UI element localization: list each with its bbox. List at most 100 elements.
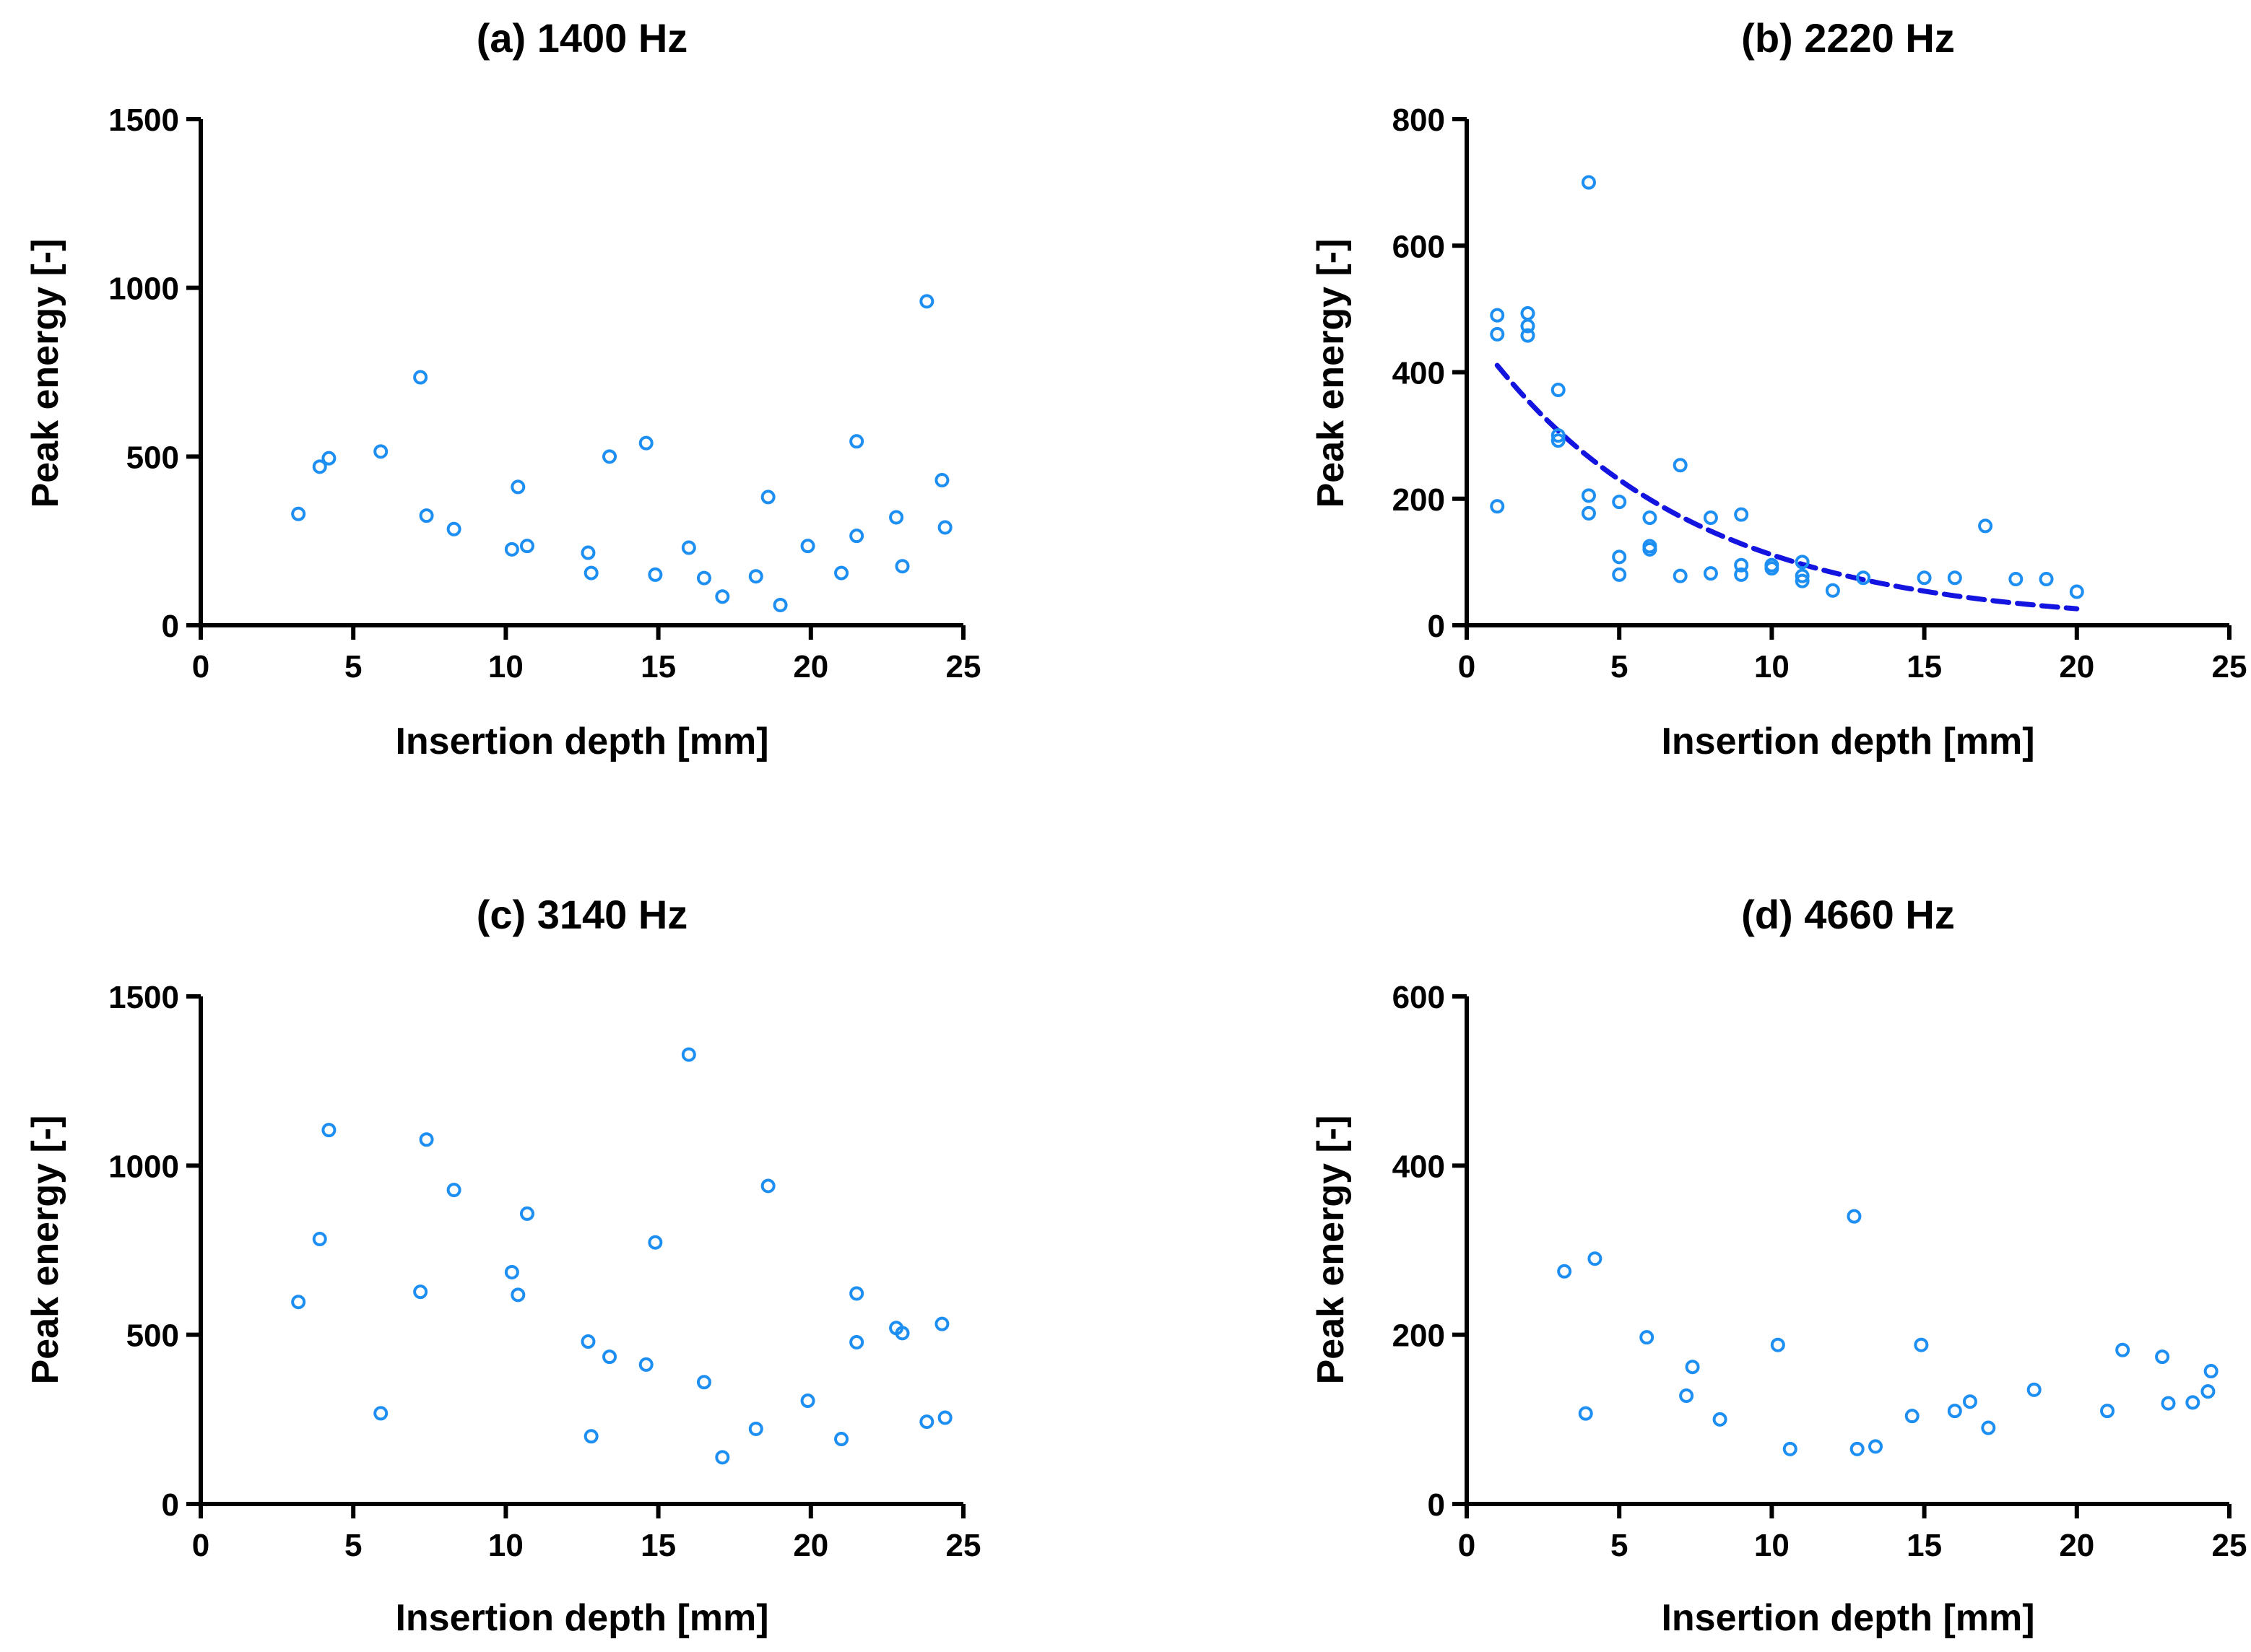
panel-a-y-tick-label: 1000 bbox=[108, 271, 179, 307]
panel-b-data-point bbox=[1550, 428, 1566, 443]
panel-d-plot: 0 5 10 15 20 25 0 200 400 600 bbox=[1392, 980, 2247, 1563]
panel-c-data-point bbox=[849, 1286, 864, 1301]
panel-a-plot: 0 5 10 15 20 25 0 500 1000 1500 bbox=[108, 103, 981, 684]
panel-c-x-tick-label: 0 bbox=[192, 1528, 209, 1563]
panel-a-data-point bbox=[581, 545, 596, 560]
panel-c-data-point bbox=[413, 1284, 428, 1300]
panel-d-data-point bbox=[2115, 1342, 2130, 1357]
panel-a-data-point bbox=[638, 435, 654, 451]
panel-b-data-point bbox=[1673, 568, 1688, 583]
panel-d-y-tick-label: 200 bbox=[1392, 1318, 1445, 1354]
panel-d-data-point bbox=[1868, 1439, 1883, 1454]
panel-a-data-point bbox=[889, 510, 904, 525]
panel-a-data-point bbox=[312, 459, 327, 474]
panel-b-data-point bbox=[1734, 567, 1749, 582]
panel-b-data-point bbox=[1734, 557, 1749, 573]
panel-c-data-point bbox=[446, 1183, 461, 1198]
panel-a-data-point bbox=[834, 565, 849, 581]
panel-b-data-point bbox=[1856, 570, 1871, 586]
panel-d-data-point bbox=[2203, 1364, 2219, 1379]
panel-b-y-tick-label: 600 bbox=[1392, 229, 1445, 264]
panel-b-x-tick-label: 5 bbox=[1610, 649, 1628, 684]
panel-c-plot: 0 5 10 15 20 25 0 500 1000 1500 bbox=[108, 980, 981, 1563]
panel-a-data-point bbox=[849, 529, 864, 544]
panel-c-data-point bbox=[602, 1349, 617, 1365]
panel-b-data-point bbox=[1490, 326, 1505, 342]
panel-c-data-point bbox=[760, 1178, 776, 1194]
panel-b-x-tick-label: 10 bbox=[1754, 649, 1790, 684]
panel-d-data-point bbox=[1947, 1404, 1962, 1419]
panel-a-x-tick-label: 20 bbox=[793, 649, 828, 684]
panel-d-ylabel: Peak energy [-] bbox=[1310, 1116, 1352, 1385]
panel-b-data-point bbox=[1612, 495, 1627, 510]
panel-a-x-tick-label: 5 bbox=[344, 649, 362, 684]
panel-d-data-point bbox=[2155, 1349, 2170, 1365]
panel-b-plot: 0 5 10 15 20 25 0 200 400 600 800 bbox=[1392, 103, 2247, 684]
panel-c-data-point bbox=[681, 1047, 696, 1062]
panel-d-x-tick-label: 25 bbox=[2212, 1528, 2247, 1563]
panel-d-data-point bbox=[1904, 1409, 1920, 1424]
panel-b-ylabel: Peak energy [-] bbox=[1310, 239, 1352, 508]
panel-a-title: (a) 1400 Hz bbox=[477, 15, 688, 61]
panel-d-data-point bbox=[1849, 1441, 1865, 1456]
panel-a-data-point bbox=[511, 479, 526, 495]
panel-b-data-point bbox=[1795, 573, 1810, 588]
panel-d-data-point bbox=[1639, 1330, 1654, 1345]
panel-a-data-point bbox=[934, 473, 950, 488]
panel-b-data-point bbox=[1703, 510, 1718, 526]
panel-b-data-point bbox=[2008, 572, 2024, 587]
panel-b-y-tick-label: 200 bbox=[1392, 482, 1445, 518]
panel-c-data-point bbox=[373, 1406, 389, 1421]
panel-c-x-tick-label: 5 bbox=[344, 1528, 362, 1563]
panel-d-data-point bbox=[1914, 1337, 1929, 1352]
panel-c-data-point bbox=[937, 1410, 953, 1425]
panel-a-x-tick-label: 15 bbox=[641, 649, 676, 684]
panel-c: (c) 3140 Hz 0 5 10 15 20 25 0 500 1000 1500 Inser… bbox=[25, 892, 981, 1639]
panel-b-data-point bbox=[2039, 572, 2054, 587]
panel-b-data-point bbox=[1734, 507, 1749, 522]
panel-b-data-point bbox=[1947, 570, 1962, 586]
panel-d-data-point bbox=[1782, 1441, 1797, 1456]
panel-b-fit-curve bbox=[1494, 362, 2080, 612]
panel-a-data-point bbox=[446, 521, 461, 536]
panel-c-data-point bbox=[321, 1123, 337, 1138]
panel-c-data-point bbox=[696, 1375, 711, 1390]
panel-d-xlabel: Insertion depth [mm] bbox=[1661, 1597, 2034, 1639]
panel-a-y-tick-label: 500 bbox=[126, 440, 179, 475]
panel-a-x-tick-label: 0 bbox=[192, 649, 209, 684]
panel-a-data-point bbox=[291, 506, 306, 521]
panel-a-data-point bbox=[919, 294, 934, 309]
panel-d-x-tick-label: 10 bbox=[1754, 1528, 1790, 1563]
panel-b-data-point bbox=[1825, 583, 1840, 598]
panel-d-data-point bbox=[1679, 1388, 1694, 1404]
panel-c-y-tick-label: 1500 bbox=[108, 980, 179, 1015]
panel-c-data-point bbox=[895, 1326, 910, 1341]
panel-d-data-point bbox=[2185, 1395, 2200, 1410]
panel-a-data-point bbox=[895, 559, 910, 574]
panel-c-data-point bbox=[648, 1235, 663, 1250]
panel-c-x-tick-label: 25 bbox=[946, 1528, 981, 1563]
panel-b-data-point bbox=[1581, 505, 1596, 521]
panel-c-x-tick-label: 15 bbox=[641, 1528, 676, 1563]
panel-d-data-point bbox=[2100, 1404, 2115, 1419]
panel-c-data-point bbox=[849, 1334, 864, 1349]
panel-c-x-tick-label: 10 bbox=[488, 1528, 524, 1563]
panel-a-data-point bbox=[696, 570, 711, 586]
panel-a-data-point bbox=[413, 370, 428, 385]
panel-a-data-point bbox=[849, 434, 864, 449]
panel-b-data-point bbox=[1550, 433, 1566, 448]
panel-b-data-point bbox=[1490, 308, 1505, 323]
panel-b-data-point bbox=[1490, 499, 1505, 514]
panel-c-data-point bbox=[291, 1295, 306, 1310]
panel-d-data-point bbox=[2026, 1382, 2042, 1397]
panel-d-x-tick-label: 0 bbox=[1458, 1528, 1475, 1563]
panel-c-data-point bbox=[419, 1132, 434, 1147]
panel-d-data-point bbox=[2200, 1384, 2216, 1399]
panel-b-y-tick-label: 0 bbox=[1428, 609, 1445, 644]
panel-a-data-point bbox=[715, 589, 730, 604]
panel-b-data-point bbox=[1795, 555, 1810, 570]
panel-d-data-point bbox=[1685, 1360, 1700, 1375]
panel-a-data-point bbox=[519, 539, 534, 554]
panel-a-ylabel: Peak energy [-] bbox=[25, 239, 66, 508]
panel-c-data-point bbox=[638, 1357, 654, 1372]
